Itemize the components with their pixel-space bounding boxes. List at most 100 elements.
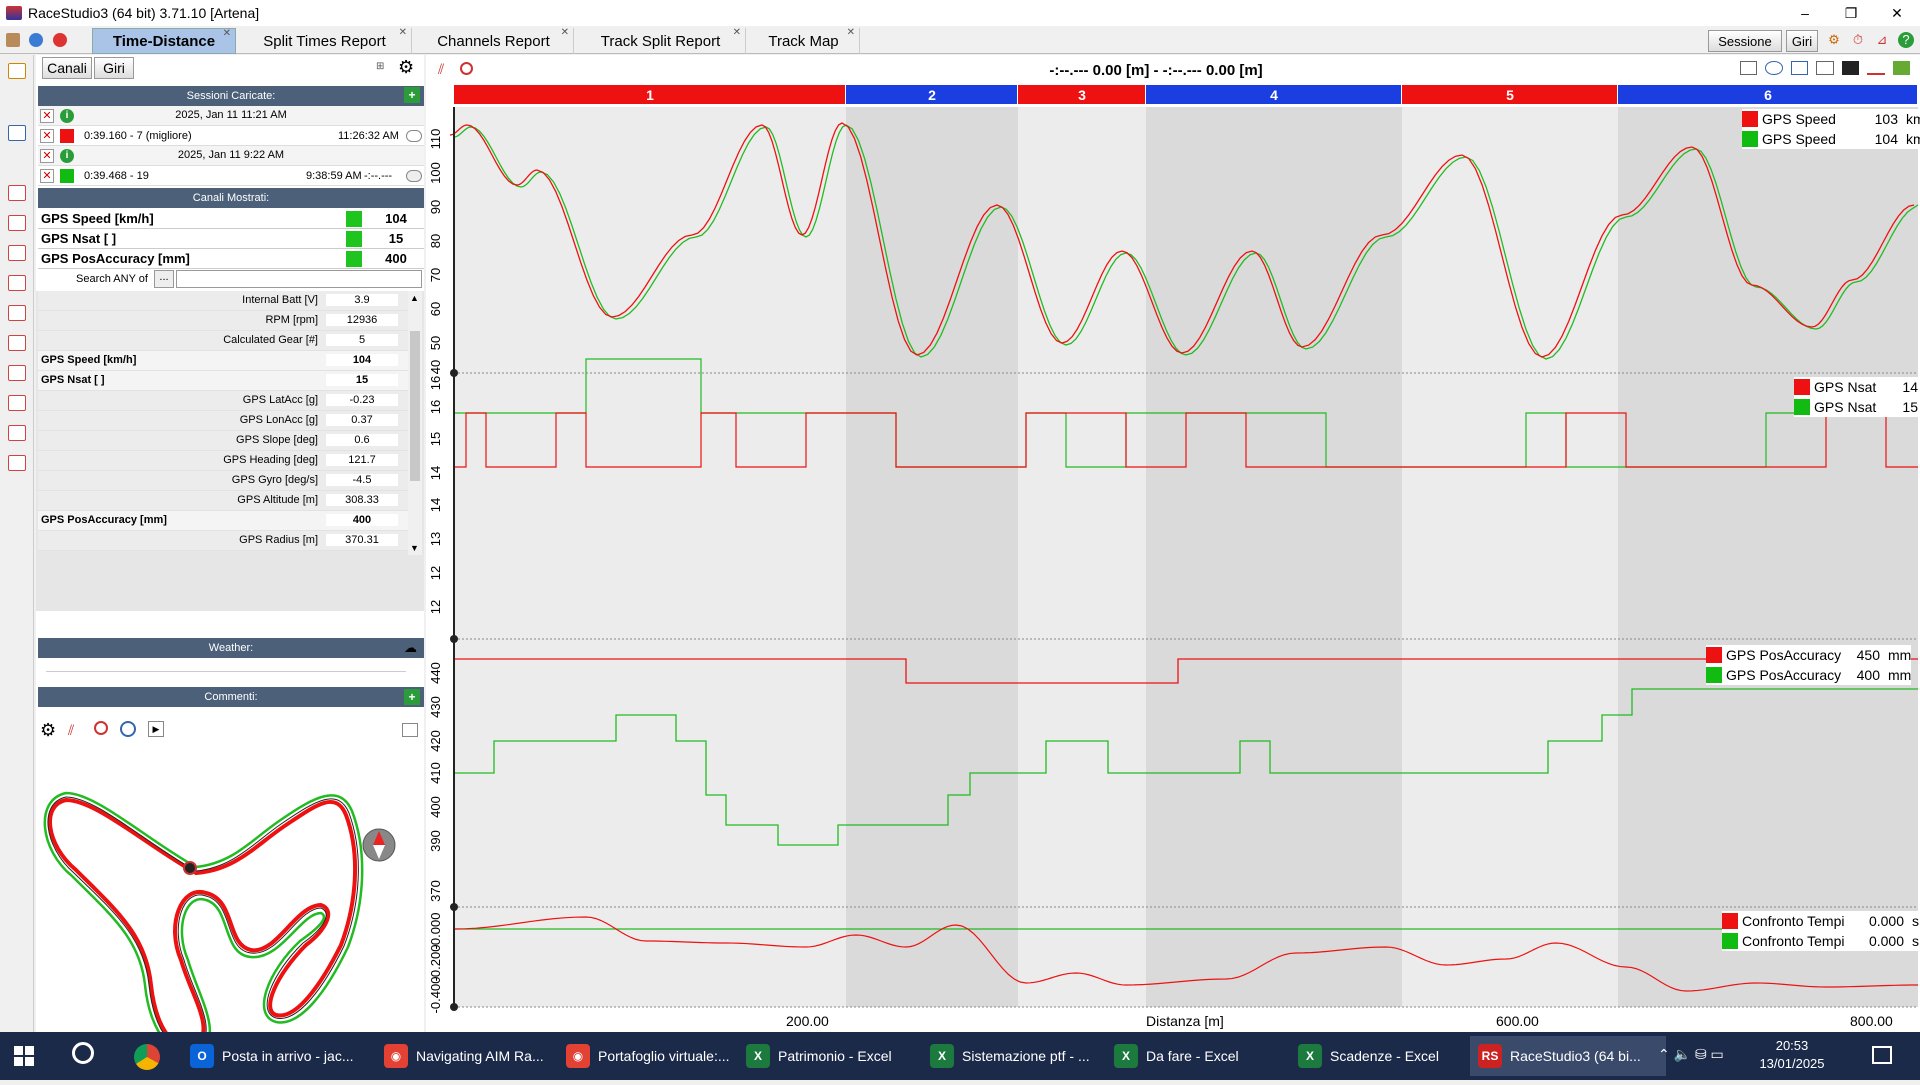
info-icon[interactable]: i xyxy=(60,149,74,163)
visibility-icon[interactable] xyxy=(406,170,422,182)
channel-list-row[interactable]: GPS Altitude [m] 308.33 xyxy=(38,491,408,511)
channels-icon[interactable] xyxy=(1841,61,1860,75)
giri-top-button[interactable]: Giri xyxy=(1786,30,1818,52)
canali-button[interactable]: Canali xyxy=(42,57,92,79)
remove-session-icon[interactable]: ✕ xyxy=(40,109,54,123)
histogram-tool-icon[interactable] xyxy=(8,275,26,291)
menu-icon[interactable] xyxy=(1892,61,1910,75)
zoom-fit-icon[interactable] xyxy=(1790,61,1809,75)
weather-icon[interactable]: ☁ xyxy=(404,640,417,655)
measure-tool-icon[interactable] xyxy=(1867,61,1885,75)
channel-list-row[interactable]: Internal Batt [V] 3.9 xyxy=(38,291,408,311)
driver-icon[interactable] xyxy=(8,63,26,79)
session-lap-row[interactable]: ✕ 0:39.468 - 19 9:38:59 AM -:--.--- xyxy=(38,166,424,186)
stop-icon[interactable] xyxy=(53,33,67,47)
windows-start-icon[interactable] xyxy=(14,1046,34,1066)
channel-list-row[interactable]: GPS Speed [km/h] 104 xyxy=(38,351,408,371)
search-options-button[interactable]: ... xyxy=(154,270,174,288)
channel-list-scrollbar[interactable]: ▲ ▼ xyxy=(408,291,422,555)
search-input[interactable] xyxy=(176,270,422,288)
shown-channel-row[interactable]: GPS Nsat [ ] 15 xyxy=(38,229,424,249)
search-icon[interactable] xyxy=(72,1042,94,1064)
track-map[interactable] xyxy=(36,745,424,1085)
tab-split-times-report[interactable]: Split Times Report ✕ xyxy=(238,27,412,54)
channel-list-row[interactable]: Calculated Gear [#] 5 xyxy=(38,331,408,351)
zoom-in-icon[interactable] xyxy=(1765,61,1783,75)
sessione-button[interactable]: Sessione xyxy=(1708,30,1782,52)
keyboard-icon[interactable] xyxy=(1740,61,1758,75)
channel-list-row[interactable]: GPS Slope [deg] 0.6 xyxy=(38,431,408,451)
map-record-icon[interactable] xyxy=(94,721,108,735)
taskbar-app[interactable]: X Scadenze - Excel xyxy=(1290,1036,1464,1076)
session-lap-row[interactable]: ✕ 0:39.160 - 7 (migliore) 11:26:32 AM xyxy=(38,126,424,146)
chart-canvas[interactable]: 1 2 3 4 5 61101009080706050401616151414131212… xyxy=(426,55,1920,1032)
help-icon[interactable]: ? xyxy=(1898,32,1914,48)
video-tool-icon[interactable] xyxy=(8,335,26,351)
tab-track-map[interactable]: Track Map ✕ xyxy=(748,27,860,54)
taskbar-app[interactable]: ◉ Navigating AIM Ra... xyxy=(376,1036,552,1076)
remove-lap-icon[interactable]: ✕ xyxy=(40,129,54,143)
map-tool-icon[interactable] xyxy=(8,215,26,231)
map-settings-icon[interactable]: ⚙ xyxy=(40,720,57,740)
add-session-icon[interactable]: + xyxy=(404,87,420,103)
taskbar-app[interactable]: X Patrimonio - Excel xyxy=(738,1036,916,1076)
taskbar-app[interactable]: RS RaceStudio3 (64 bi... xyxy=(1470,1036,1666,1076)
panel-settings-icon[interactable]: ⚙ xyxy=(398,57,415,77)
map-split-icon[interactable]: ⫽ xyxy=(68,722,75,738)
report-tool-icon[interactable] xyxy=(8,305,26,321)
lap-color-swatch[interactable] xyxy=(60,129,74,143)
channel-list-row[interactable]: GPS PosAccuracy [mm] 400 xyxy=(38,511,408,531)
visibility-icon[interactable] xyxy=(406,130,422,142)
home-icon[interactable] xyxy=(6,33,20,47)
taskbar-app[interactable]: X Da fare - Excel xyxy=(1106,1036,1284,1076)
channel-list-row[interactable]: GPS Gyro [deg/s] -4.5 xyxy=(38,471,408,491)
gear-tool-icon[interactable] xyxy=(8,125,26,141)
info-icon[interactable]: i xyxy=(60,109,74,123)
notification-icon[interactable] xyxy=(1872,1046,1892,1064)
settings-icon[interactable]: ⚙ xyxy=(1828,32,1840,47)
tray-icons[interactable]: ⌃ 🔈 ⛁ ▭ xyxy=(1658,1046,1724,1062)
y-tick-label: 12 xyxy=(428,600,443,614)
map-expand-icon[interactable] xyxy=(402,723,418,737)
taskbar-app[interactable]: ◉ Portafoglio virtuale:... xyxy=(558,1036,732,1076)
map-target-icon[interactable] xyxy=(120,721,136,737)
channel-list-row[interactable]: GPS LonAcc [g] 0.37 xyxy=(38,411,408,431)
scatter-tool-icon[interactable] xyxy=(8,245,26,261)
minimize-button[interactable]: – xyxy=(1801,5,1809,21)
shown-channel-row[interactable]: GPS Speed [km/h] 104 xyxy=(38,209,424,229)
time-distance-charts[interactable]: ⫽ -:--.--- 0.00 [m] - -:--.--- 0.00 [m] … xyxy=(426,55,1920,1032)
record-icon[interactable] xyxy=(460,62,473,75)
chart-tool-icon[interactable] xyxy=(8,185,26,201)
taskbar-app[interactable]: O Posta in arrivo - jac... xyxy=(182,1036,368,1076)
split-tool-icon[interactable]: ⫽ xyxy=(438,61,445,77)
record-tool-icon[interactable] xyxy=(8,455,26,471)
timer-icon[interactable]: ⏱ xyxy=(1852,32,1864,47)
giri-button[interactable]: Giri xyxy=(94,57,134,79)
sector-bar xyxy=(454,85,845,104)
remove-session-icon[interactable]: ✕ xyxy=(40,149,54,163)
channel-list-row[interactable]: GPS Nsat [ ] 15 xyxy=(38,371,408,391)
channel-config-icon[interactable]: ⊞ xyxy=(376,61,385,72)
tab-track-split-report[interactable]: Track Split Report ✕ xyxy=(576,27,746,54)
compare-tool-icon[interactable] xyxy=(8,395,26,411)
layout-icon[interactable] xyxy=(1816,61,1834,75)
track-tool-icon[interactable] xyxy=(8,425,26,441)
table-tool-icon[interactable] xyxy=(8,365,26,381)
chrome-icon[interactable] xyxy=(134,1044,160,1070)
add-comment-icon[interactable]: + xyxy=(404,689,420,705)
taskbar-app[interactable]: X Sistemazione ptf - ... xyxy=(922,1036,1100,1076)
tab-time-distance[interactable]: Time-Distance ✕ xyxy=(92,28,236,54)
map-play-icon[interactable]: ▶ xyxy=(148,721,164,737)
maximize-button[interactable]: ❐ xyxy=(1844,4,1858,21)
channel-list-row[interactable]: GPS LatAcc [g] -0.23 xyxy=(38,391,408,411)
channel-list-row[interactable]: RPM [rpm] 12936 xyxy=(38,311,408,331)
remove-lap-icon[interactable]: ✕ xyxy=(40,169,54,183)
measure-icon[interactable]: ⊿ xyxy=(1876,32,1888,47)
back-icon[interactable] xyxy=(29,33,43,47)
channel-list-row[interactable]: GPS Radius [m] 370.31 xyxy=(38,531,408,551)
channel-list-row[interactable]: GPS Heading [deg] 121.7 xyxy=(38,451,408,471)
close-button[interactable]: ✕ xyxy=(1891,4,1903,21)
tab-channels-report[interactable]: Channels Report ✕ xyxy=(414,27,574,54)
lap-color-swatch[interactable] xyxy=(60,169,74,183)
shown-channel-row[interactable]: GPS PosAccuracy [mm] 400 xyxy=(38,249,424,269)
